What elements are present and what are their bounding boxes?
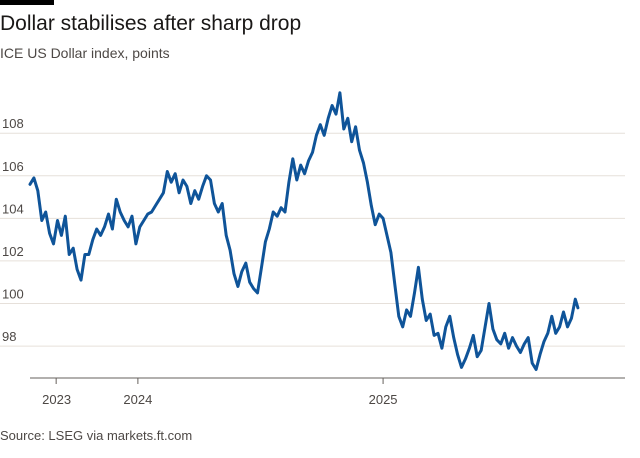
y-tick-label-104: 104 bbox=[2, 201, 24, 216]
y-axis-ticks: 98 100 102 104 106 108 bbox=[2, 116, 24, 344]
series-line-0 bbox=[28, 91, 580, 371]
gridlines bbox=[0, 132, 625, 379]
y-tick-label-100: 100 bbox=[2, 287, 24, 302]
y-tick-label-108: 108 bbox=[2, 116, 24, 131]
header-accent-bar bbox=[0, 0, 54, 5]
x-tick-label-2023: 2023 bbox=[42, 392, 71, 407]
source-note: Source: LSEG via markets.ft.com bbox=[0, 428, 193, 443]
y-tick-label-102: 102 bbox=[2, 244, 24, 259]
x-axis-ticks: 2023 2024 2025 bbox=[42, 378, 398, 407]
x-tick-label-2024: 2024 bbox=[123, 392, 152, 407]
series-layer bbox=[28, 91, 580, 371]
chart-subtitle: ICE US Dollar index, points bbox=[0, 45, 170, 61]
y-tick-label-98: 98 bbox=[2, 329, 16, 344]
y-tick-label-106: 106 bbox=[2, 159, 24, 174]
x-tick-label-2025: 2025 bbox=[369, 392, 398, 407]
chart-title: Dollar stabilises after sharp drop bbox=[0, 12, 302, 35]
